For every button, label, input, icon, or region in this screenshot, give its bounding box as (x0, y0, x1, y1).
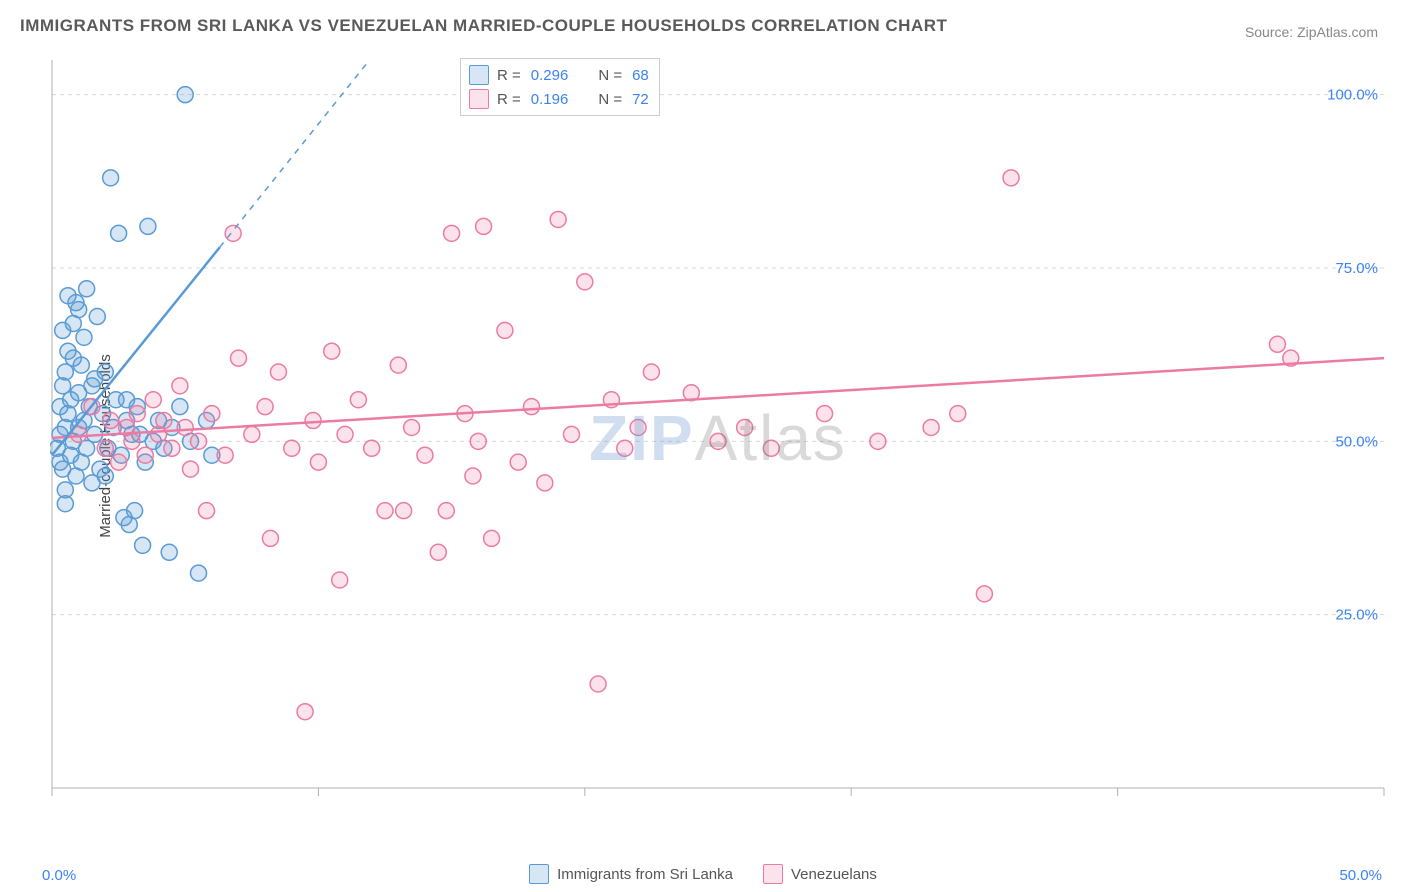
svg-text:25.0%: 25.0% (1335, 607, 1378, 624)
swatch-s2 (763, 864, 783, 884)
series-label-s2: Venezuelans (791, 866, 877, 883)
correlation-legend: R = 0.296 N = 68 R = 0.196 N = 72 (460, 58, 660, 116)
swatch-s1 (529, 864, 549, 884)
svg-text:100.0%: 100.0% (1327, 87, 1378, 104)
n-label: N = (598, 91, 622, 108)
source-attribution: Source: ZipAtlas.com (1245, 24, 1378, 40)
x-tick-label-max: 50.0% (1339, 867, 1382, 884)
r-value-s2: 0.196 (531, 91, 569, 108)
chart-title: IMMIGRANTS FROM SRI LANKA VS VENEZUELAN … (20, 16, 947, 36)
swatch-s2 (469, 89, 489, 109)
svg-text:50.0%: 50.0% (1335, 433, 1378, 450)
legend-row-s2: R = 0.196 N = 72 (469, 87, 649, 111)
svg-text:75.0%: 75.0% (1335, 260, 1378, 277)
x-tick-label-min: 0.0% (42, 867, 76, 884)
series-label-s1: Immigrants from Sri Lanka (557, 866, 733, 883)
r-label: R = (497, 67, 521, 84)
legend-item-s1: Immigrants from Sri Lanka (529, 864, 733, 884)
chart-svg: 25.0% 50.0% 75.0% 100.0% (50, 58, 1386, 818)
n-label: N = (598, 67, 622, 84)
swatch-s1 (469, 65, 489, 85)
series-legend: Immigrants from Sri Lanka Venezuelans (0, 856, 1406, 892)
r-value-s1: 0.296 (531, 67, 569, 84)
n-value-s1: 68 (632, 67, 649, 84)
r-label: R = (497, 91, 521, 108)
legend-row-s1: R = 0.296 N = 68 (469, 63, 649, 87)
legend-item-s2: Venezuelans (763, 864, 877, 884)
n-value-s2: 72 (632, 91, 649, 108)
scatter-plot: 25.0%50.0%75.0%100.0% ZIPAtlas (50, 58, 1386, 818)
